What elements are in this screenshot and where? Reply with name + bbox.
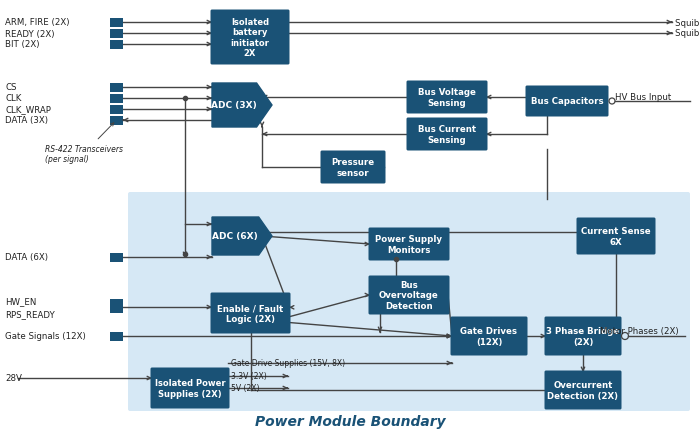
- FancyBboxPatch shape: [407, 81, 487, 114]
- Text: Power Supply
Monitors: Power Supply Monitors: [375, 235, 442, 254]
- FancyBboxPatch shape: [150, 368, 230, 408]
- Bar: [110, 116, 123, 125]
- Text: CS: CS: [5, 83, 17, 92]
- Text: CLK: CLK: [5, 94, 22, 103]
- Bar: [110, 94, 123, 103]
- Text: ADC (6X): ADC (6X): [213, 232, 258, 241]
- Text: Bus Capacitors: Bus Capacitors: [531, 97, 603, 106]
- Text: Enable / Fault
Logic (2X): Enable / Fault Logic (2X): [218, 304, 284, 323]
- FancyBboxPatch shape: [368, 228, 449, 261]
- Text: 3 Phase Bridge
(2X): 3 Phase Bridge (2X): [547, 326, 620, 346]
- Text: Pressure
sensor: Pressure sensor: [331, 158, 374, 177]
- Text: CLK_WRAP: CLK_WRAP: [5, 105, 51, 114]
- Text: Current Sense
6X: Current Sense 6X: [581, 227, 651, 246]
- FancyBboxPatch shape: [545, 371, 622, 409]
- Text: RS-422 Transceivers
(per signal): RS-422 Transceivers (per signal): [45, 123, 123, 164]
- FancyBboxPatch shape: [526, 86, 608, 117]
- Text: DATA (3X): DATA (3X): [5, 116, 48, 125]
- Text: Power Module Boundary: Power Module Boundary: [255, 414, 445, 428]
- FancyBboxPatch shape: [211, 10, 290, 65]
- Text: Gate Signals (12X): Gate Signals (12X): [5, 332, 86, 341]
- Polygon shape: [212, 84, 272, 128]
- FancyBboxPatch shape: [211, 293, 290, 334]
- Bar: [110, 105, 123, 114]
- Text: Isolated Power
Supplies (2X): Isolated Power Supplies (2X): [155, 378, 225, 398]
- Text: Isolated
battery
initiator
2X: Isolated battery initiator 2X: [230, 18, 270, 58]
- Text: 5V (2X): 5V (2X): [231, 384, 260, 393]
- FancyBboxPatch shape: [321, 151, 386, 184]
- Text: Overcurrent
Detection (2X): Overcurrent Detection (2X): [547, 381, 619, 400]
- Text: Bus Voltage
Sensing: Bus Voltage Sensing: [418, 88, 476, 108]
- FancyBboxPatch shape: [451, 317, 528, 356]
- Text: ARM, FIRE (2X): ARM, FIRE (2X): [5, 18, 69, 28]
- Bar: [110, 29, 123, 38]
- Text: Bus Current
Sensing: Bus Current Sensing: [418, 125, 476, 144]
- Bar: [110, 299, 123, 313]
- Text: HV Bus Input: HV Bus Input: [615, 93, 671, 102]
- FancyBboxPatch shape: [368, 276, 449, 315]
- FancyBboxPatch shape: [407, 118, 487, 151]
- Bar: [110, 332, 123, 341]
- Text: READY (2X): READY (2X): [5, 29, 55, 38]
- FancyBboxPatch shape: [577, 218, 655, 255]
- Text: Motor Phases (2X): Motor Phases (2X): [600, 327, 678, 336]
- Text: BIT (2X): BIT (2X): [5, 40, 39, 49]
- Text: RPS_READY: RPS_READY: [5, 310, 55, 319]
- Text: Gate Drives
(12X): Gate Drives (12X): [461, 326, 517, 346]
- Text: DATA (6X): DATA (6X): [5, 253, 48, 262]
- Polygon shape: [212, 218, 272, 255]
- Text: Squib 1: Squib 1: [675, 18, 700, 28]
- Text: Bus
Overvoltage
Detection: Bus Overvoltage Detection: [379, 280, 439, 310]
- Text: ADC (3X): ADC (3X): [211, 101, 257, 110]
- Text: Gate Drive Supplies (15V, 8X): Gate Drive Supplies (15V, 8X): [231, 359, 345, 368]
- Text: 3.3V (2X): 3.3V (2X): [231, 372, 267, 381]
- Bar: [110, 18, 123, 28]
- Bar: [110, 83, 123, 92]
- Text: Squib 2: Squib 2: [675, 29, 700, 38]
- Bar: [110, 253, 123, 262]
- FancyBboxPatch shape: [128, 193, 690, 411]
- Text: HW_EN: HW_EN: [5, 297, 36, 306]
- Text: 28V: 28V: [5, 374, 22, 383]
- Bar: [110, 40, 123, 49]
- FancyBboxPatch shape: [545, 317, 622, 356]
